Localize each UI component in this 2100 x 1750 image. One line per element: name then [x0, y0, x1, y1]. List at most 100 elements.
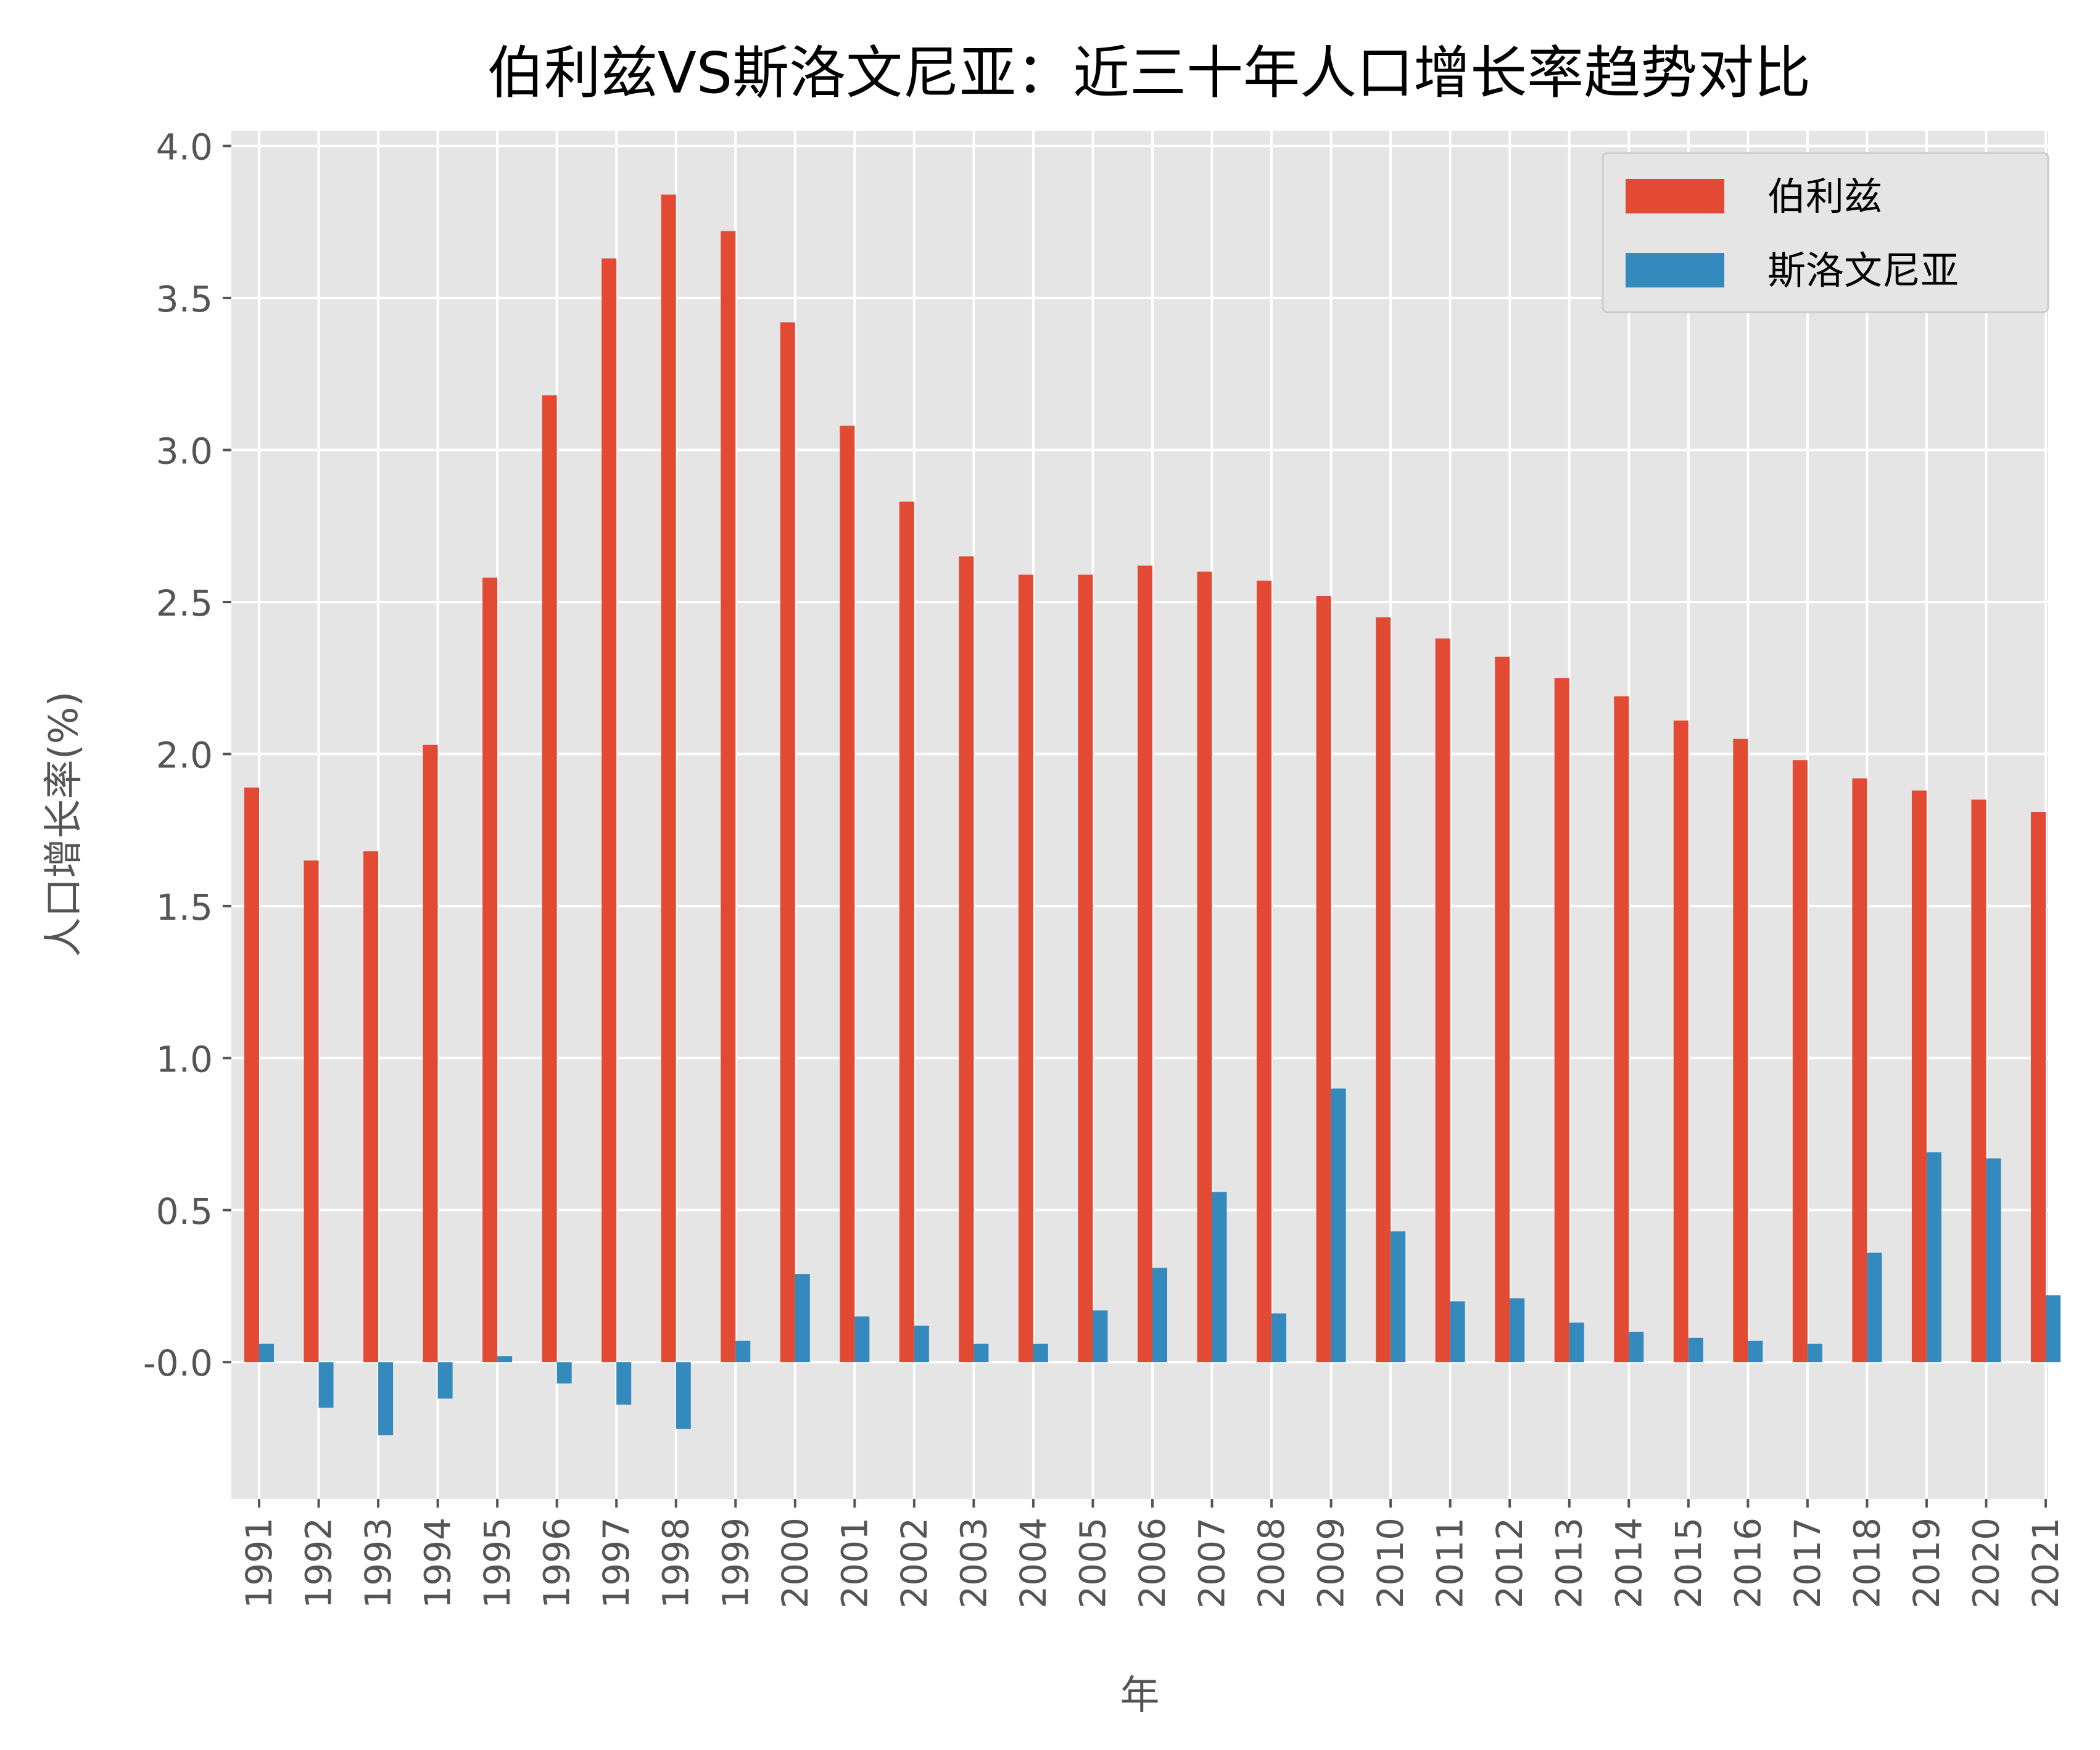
bar-belize-2000: [780, 322, 795, 1363]
y-axis-label: 人口增长率(%): [41, 691, 87, 957]
bar-belize-2018: [1852, 778, 1867, 1363]
bar-slovenia-2000: [795, 1274, 810, 1363]
x-tick-label: 2015: [1668, 1517, 1709, 1609]
x-tick-label: 2003: [953, 1517, 994, 1609]
x-tick-label: 1993: [357, 1517, 399, 1609]
bar-belize-2008: [1257, 580, 1272, 1363]
bar-slovenia-1997: [616, 1362, 632, 1405]
bar-slovenia-2005: [1093, 1310, 1108, 1363]
bar-belize-2019: [1911, 790, 1927, 1363]
y-tick-label: 1.5: [156, 886, 213, 928]
x-tick-label: 2011: [1429, 1517, 1471, 1609]
x-tick-label: 2009: [1310, 1517, 1352, 1609]
x-tick-label: 2019: [1906, 1517, 1948, 1609]
bar-belize-2006: [1138, 565, 1152, 1363]
x-tick-label: 2005: [1072, 1517, 1114, 1609]
bar-slovenia-2007: [1212, 1192, 1227, 1363]
x-tick-label: 2013: [1548, 1517, 1590, 1609]
bar-slovenia-2001: [854, 1316, 870, 1363]
y-tick-label: 3.5: [156, 278, 213, 320]
bar-slovenia-2017: [1807, 1343, 1822, 1363]
bar-belize-2013: [1554, 678, 1569, 1363]
legend-swatch-slovenia: [1626, 253, 1724, 287]
x-tick-label: 1995: [476, 1517, 518, 1609]
x-axis-label: 年: [1120, 1673, 1160, 1719]
bar-slovenia-2013: [1569, 1323, 1584, 1363]
x-tick-label: 2012: [1489, 1517, 1531, 1609]
bar-belize-2010: [1376, 617, 1391, 1363]
x-tick-label: 2014: [1608, 1517, 1650, 1609]
bar-slovenia-2014: [1629, 1331, 1644, 1363]
bar-slovenia-2002: [914, 1326, 929, 1363]
bar-slovenia-2006: [1152, 1268, 1167, 1363]
bar-slovenia-2012: [1510, 1298, 1525, 1363]
x-tick-label: 2000: [774, 1517, 816, 1609]
axes: -0.0 0.5 1.0 1.5 2.0 2.5 3.0 3.5 4.0 1991 1992 1993…: [143, 126, 2067, 1609]
x-tick-label: 2002: [893, 1517, 935, 1609]
x-tick-label: 2020: [1965, 1517, 2007, 1609]
x-tick-label: 1998: [655, 1517, 697, 1609]
bar-belize-1994: [423, 745, 438, 1363]
bar-slovenia-1995: [497, 1356, 513, 1363]
x-tick-label: 2006: [1131, 1517, 1173, 1609]
bar-slovenia-2011: [1450, 1301, 1465, 1363]
y-tick-label: -0.0: [143, 1342, 213, 1384]
x-tick-label: 1999: [714, 1517, 756, 1609]
bar-belize-2017: [1792, 760, 1808, 1363]
legend-swatch-belize: [1626, 179, 1724, 213]
y-tick-label: 4.0: [156, 126, 213, 168]
bar-belize-2009: [1316, 596, 1331, 1363]
bar-belize-1999: [721, 231, 736, 1363]
legend-label-belize: 伯利兹: [1767, 174, 1882, 219]
x-tick-label: 2001: [833, 1517, 875, 1609]
bar-slovenia-2010: [1391, 1231, 1406, 1363]
bar-slovenia-1996: [556, 1362, 572, 1384]
legend-label-slovenia: 斯洛文尼亚: [1767, 248, 1959, 293]
bars: [244, 194, 2061, 1435]
bar-slovenia-1999: [735, 1340, 751, 1363]
y-tick-label: 0.5: [156, 1191, 213, 1232]
bar-slovenia-2015: [1688, 1337, 1703, 1363]
x-tick-label: 1997: [595, 1517, 637, 1609]
bar-slovenia-2020: [1986, 1158, 2001, 1363]
bar-slovenia-1993: [378, 1362, 394, 1435]
bar-slovenia-1998: [676, 1362, 691, 1429]
x-tick-label: 1992: [298, 1517, 340, 1609]
bar-belize-2011: [1435, 638, 1450, 1363]
x-tick-label: 2007: [1191, 1517, 1233, 1609]
bar-belize-2021: [2031, 812, 2046, 1363]
chart-title: 伯利兹VS斯洛文尼亚：近三十年人口增长率趋势对比: [487, 40, 1811, 106]
bar-belize-2014: [1614, 696, 1629, 1363]
bar-slovenia-1992: [318, 1362, 334, 1408]
bar-slovenia-2019: [1926, 1152, 1941, 1363]
bar-belize-1996: [542, 395, 557, 1363]
x-tick-label: 2008: [1250, 1517, 1292, 1609]
bar-belize-1997: [601, 258, 617, 1363]
bar-slovenia-2009: [1331, 1088, 1346, 1363]
bar-belize-2007: [1197, 571, 1212, 1363]
x-tick-label: 2021: [2025, 1517, 2067, 1609]
bar-belize-2015: [1673, 720, 1689, 1363]
bar-belize-2002: [899, 501, 914, 1363]
y-tick-label: 2.0: [156, 734, 213, 776]
x-tick-label: 2010: [1370, 1517, 1412, 1609]
x-tick-label: 1991: [238, 1517, 280, 1609]
bar-slovenia-2018: [1867, 1252, 1882, 1363]
bar-slovenia-2016: [1748, 1340, 1763, 1363]
bar-slovenia-1991: [259, 1343, 274, 1363]
y-tick-label: 3.0: [156, 431, 213, 473]
x-tick-label: 2004: [1012, 1517, 1054, 1609]
x-tick-label: 2017: [1787, 1517, 1829, 1609]
bar-belize-2012: [1495, 656, 1510, 1363]
bar-belize-1995: [482, 577, 498, 1363]
bar-slovenia-1994: [437, 1362, 453, 1399]
x-tick-label: 2018: [1846, 1517, 1888, 1609]
bar-slovenia-2021: [2046, 1295, 2061, 1363]
x-tick-label: 1996: [536, 1517, 578, 1609]
bar-slovenia-2004: [1033, 1343, 1048, 1363]
bar-belize-1992: [304, 860, 319, 1363]
bar-belize-2016: [1733, 738, 1748, 1363]
legend: 伯利兹 斯洛文尼亚: [1602, 152, 2049, 313]
bar-belize-1991: [244, 787, 259, 1363]
